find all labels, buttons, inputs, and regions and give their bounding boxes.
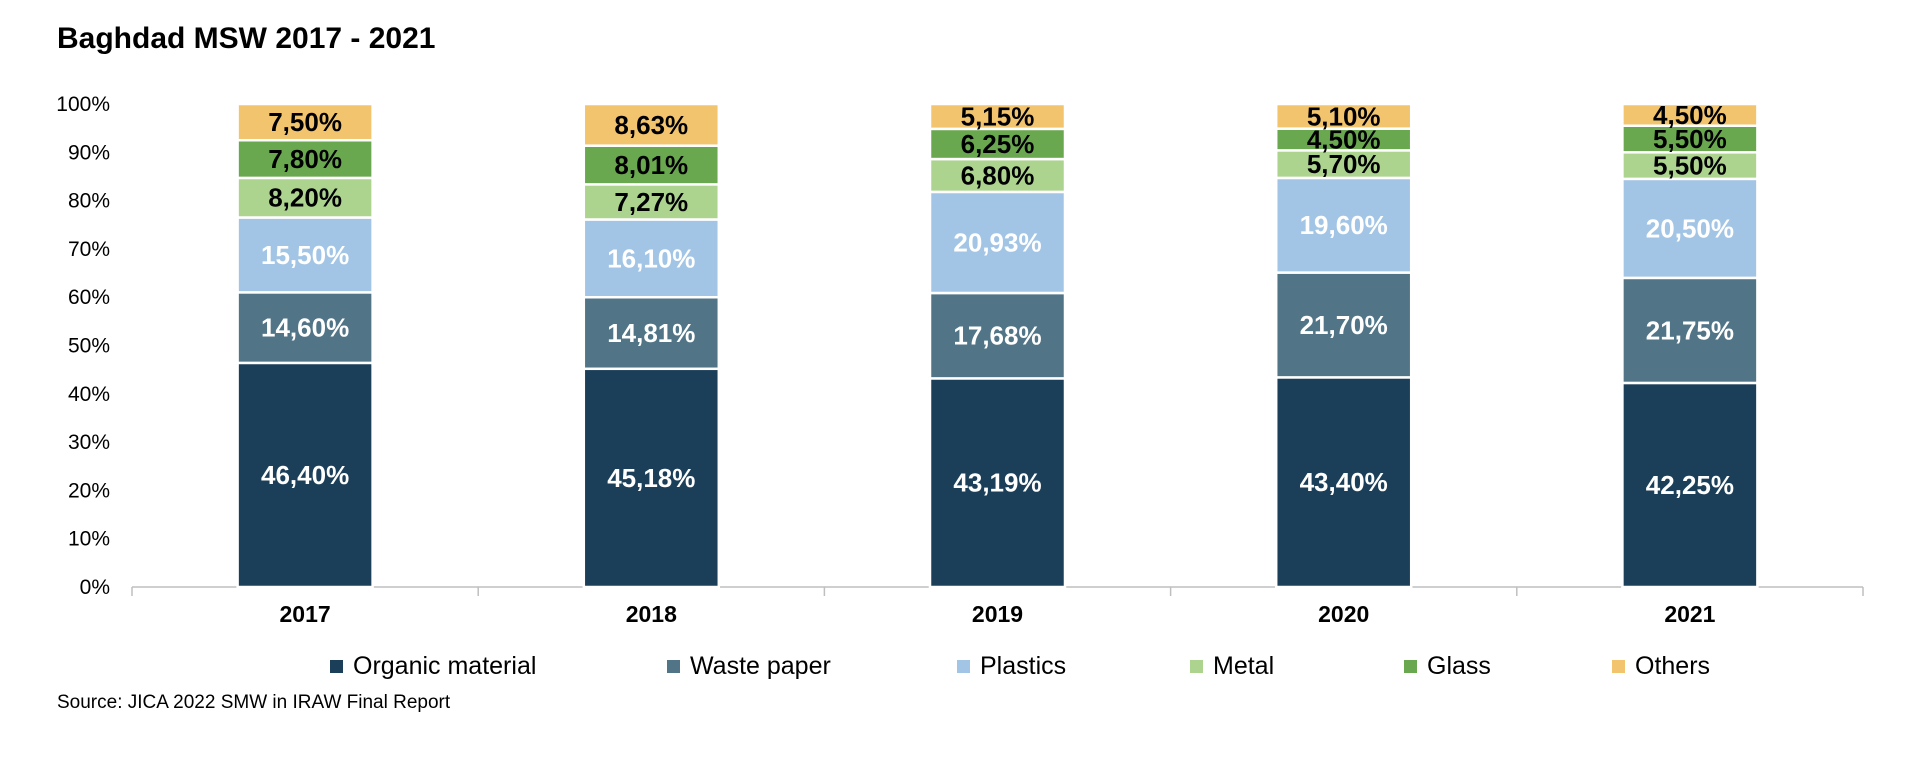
chart-title: Baghdad MSW 2017 - 2021	[57, 22, 436, 55]
data-label: 45,18%	[607, 463, 695, 493]
data-label: 21,70%	[1300, 310, 1388, 340]
data-label: 15,50%	[261, 240, 349, 270]
data-label: 19,60%	[1300, 210, 1388, 240]
legend-item: Glass	[1404, 652, 1491, 681]
legend-label: Metal	[1213, 652, 1275, 680]
bar-segment	[236, 138, 374, 180]
bar-segment	[1621, 102, 1759, 127]
bar-segment	[1621, 276, 1759, 385]
x-tick-label: 2017	[280, 601, 331, 627]
data-label: 4,50%	[1653, 100, 1727, 130]
data-label: 43,40%	[1300, 467, 1388, 497]
y-tick-label: 100%	[56, 93, 110, 116]
legend-swatch	[667, 660, 680, 673]
data-label: 46,40%	[261, 460, 349, 490]
legend-item: Waste paper	[667, 652, 831, 681]
x-tick-label: 2020	[1318, 601, 1369, 627]
data-label: 20,50%	[1646, 213, 1734, 243]
bar-segment	[236, 176, 374, 219]
bar-segment	[1274, 376, 1413, 589]
bar-segment	[928, 291, 1067, 380]
legend-item: Metal	[1190, 652, 1274, 681]
data-label: 14,81%	[607, 318, 695, 348]
bar-segment	[928, 157, 1067, 194]
bar-segment	[1621, 177, 1759, 280]
data-label: 6,80%	[961, 160, 1035, 190]
data-label: 16,10%	[607, 243, 695, 273]
data-label: 14,60%	[261, 313, 349, 343]
y-tick-label: 70%	[68, 238, 110, 261]
data-label: 5,10%	[1307, 101, 1381, 131]
legend-label: Waste paper	[690, 652, 831, 680]
bar-segment	[582, 367, 721, 589]
bar-segment	[236, 102, 374, 142]
bar-segment	[928, 102, 1067, 131]
y-tick-label: 60%	[68, 286, 110, 309]
legend-item: Plastics	[957, 652, 1066, 681]
legend-swatch	[957, 660, 970, 673]
bar-segment	[1621, 124, 1759, 154]
bar-segment	[582, 183, 721, 221]
legend-label: Others	[1635, 652, 1711, 680]
x-tick-label: 2021	[1664, 601, 1715, 627]
data-label: 21,75%	[1646, 315, 1734, 345]
bar-segment	[928, 377, 1067, 589]
y-tick-label: 80%	[68, 190, 110, 213]
data-label: 8,01%	[614, 150, 688, 180]
legend-swatch	[1190, 660, 1203, 673]
bar-segment	[236, 291, 374, 365]
y-tick-label: 20%	[68, 479, 110, 502]
data-label: 42,25%	[1646, 470, 1734, 500]
data-label: 5,50%	[1653, 151, 1727, 181]
y-tick-label: 40%	[68, 383, 110, 406]
bar-segment	[1274, 176, 1413, 274]
legend-swatch	[330, 660, 343, 673]
legend-swatch	[1612, 660, 1625, 673]
data-label: 7,27%	[614, 187, 688, 217]
y-tick-label: 30%	[68, 431, 110, 454]
bar-segment	[1274, 271, 1413, 379]
source-note: Source: JICA 2022 SMW in IRAW Final Repo…	[57, 692, 451, 713]
bar-segment	[582, 295, 721, 371]
bar-segment	[1621, 381, 1759, 589]
data-label: 17,68%	[953, 321, 1041, 351]
data-label: 8,20%	[268, 183, 342, 213]
x-tick-label: 2018	[626, 601, 677, 627]
data-label: 5,15%	[961, 101, 1035, 131]
legend-item: Others	[1612, 652, 1710, 681]
x-tick-label: 2019	[972, 601, 1023, 627]
legend-item: Organic material	[330, 652, 536, 681]
y-tick-label: 10%	[68, 528, 110, 551]
y-tick-label: 90%	[68, 141, 110, 164]
legend-label: Organic material	[353, 652, 537, 680]
data-label: 20,93%	[953, 227, 1041, 257]
legend-label: Glass	[1427, 652, 1491, 680]
data-label: 5,50%	[1653, 124, 1727, 154]
legend-swatch	[1404, 660, 1417, 673]
data-label: 7,50%	[268, 107, 342, 137]
bar-segment	[236, 361, 374, 589]
chart-legend: Organic material Waste paper Plastics Metal…	[0, 652, 1910, 688]
data-label: 5,70%	[1307, 149, 1381, 179]
y-tick-label: 50%	[68, 335, 110, 358]
legend-label: Plastics	[980, 652, 1067, 680]
data-label: 8,63%	[614, 110, 688, 140]
bar-segment	[928, 127, 1067, 161]
bar-segment	[582, 102, 721, 147]
y-tick-label: 0%	[80, 576, 110, 599]
bar-segment	[582, 218, 721, 299]
bar-segment	[1274, 102, 1413, 130]
data-label: 7,80%	[268, 144, 342, 174]
data-label: 43,19%	[953, 468, 1041, 498]
data-label: 6,25%	[961, 129, 1035, 159]
